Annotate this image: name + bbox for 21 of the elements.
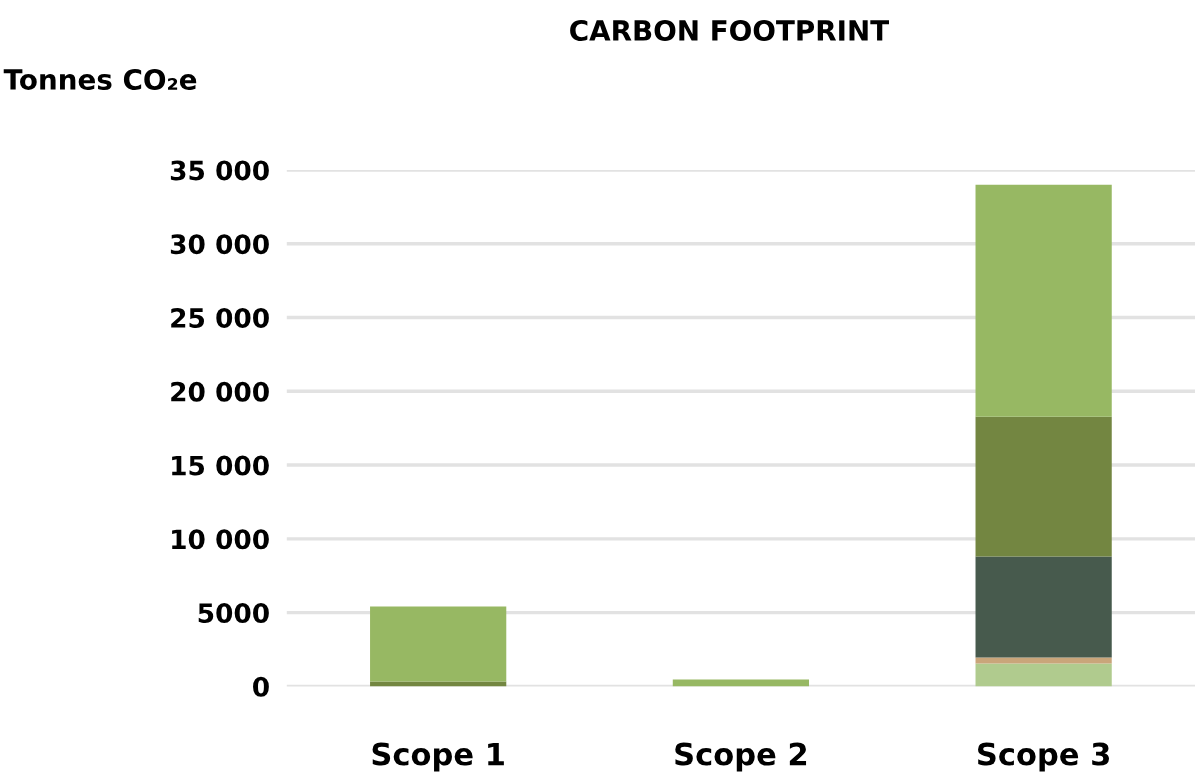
x-tick-label: Scope 3 (978, 742, 1110, 772)
y-axis-title: Tonnes CO₂e (3, 68, 197, 90)
bar (370, 606, 507, 682)
bar (975, 657, 1112, 664)
bar (975, 416, 1112, 557)
bar (672, 679, 810, 687)
bar (975, 556, 1112, 658)
x-tick-label: Scope 1 (372, 742, 504, 772)
y-tick-label: 35 000 (170, 160, 269, 181)
bar (975, 184, 1112, 417)
y-tick-label: 20 000 (171, 381, 269, 402)
y-tick-label: 5000 (198, 603, 269, 624)
y-tick-label: 30 000 (170, 234, 269, 255)
y-tick-label: 0 (253, 676, 269, 697)
y-tick-label: 10 000 (172, 529, 269, 550)
chart-title: CARBON FOOTPRINT (570, 19, 889, 41)
y-tick-label: 15 000 (172, 455, 269, 476)
bar (370, 681, 507, 687)
y-tick-label: 25 000 (171, 308, 269, 328)
x-tick-label: Scope 2 (675, 742, 807, 772)
bar (975, 663, 1112, 687)
